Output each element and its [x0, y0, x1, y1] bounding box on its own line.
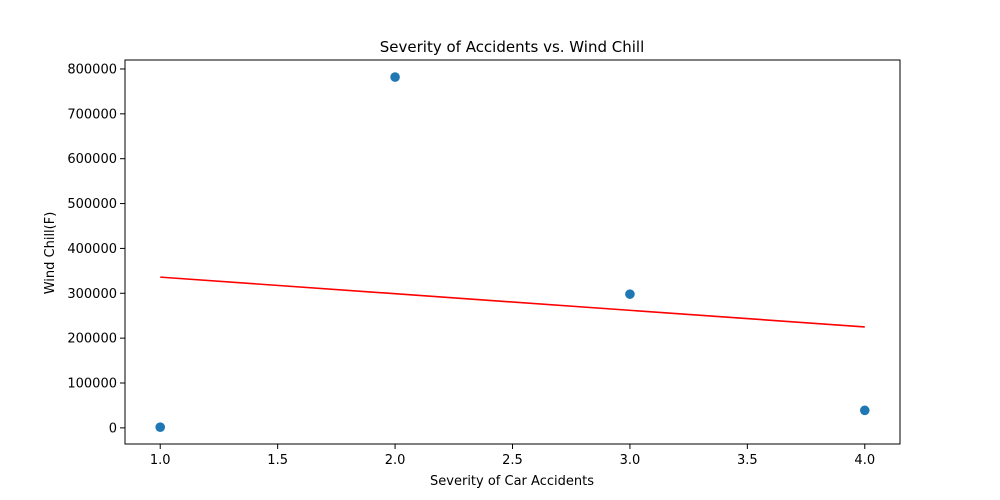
x-tick-label: 3.0 [620, 453, 641, 468]
y-tick-label: 100000 [67, 376, 117, 391]
scatter-point [390, 72, 400, 82]
x-tick-label: 1.0 [150, 453, 171, 468]
trend-line [160, 276, 865, 328]
y-tick-label: 0 [109, 421, 117, 436]
y-tick-label: 300000 [67, 287, 117, 302]
y-tick-label: 400000 [67, 242, 117, 257]
x-tick-label: 3.5 [737, 453, 758, 468]
scatter-point [155, 422, 166, 432]
y-tick-label: 700000 [67, 107, 117, 122]
y-axis-label: Wind Chill(F) [43, 212, 58, 295]
chart-title: Severity of Accidents vs. Wind Chill [380, 38, 645, 56]
scatter-point [625, 289, 635, 299]
x-tick-label: 2.5 [502, 453, 523, 468]
y-tick-label: 200000 [67, 332, 117, 347]
plot-frame [124, 59, 901, 445]
x-tick-label: 1.5 [267, 453, 288, 468]
y-axis: 0 100000 200000 300000 400000 500000 600000 700… [67, 62, 125, 436]
y-tick-label: 600000 [67, 152, 117, 167]
x-axis: 1.0 1.5 2.0 2.5 3.0 3.5 4.0 [150, 444, 875, 468]
plot-area [155, 72, 870, 432]
y-tick-label: 800000 [67, 62, 117, 77]
scatter-point [859, 405, 870, 416]
x-tick-label: 2.0 [385, 453, 406, 468]
x-axis-label: Severity of Car Accidents [430, 474, 594, 489]
y-tick-label: 500000 [67, 197, 117, 212]
x-tick-label: 4.0 [854, 453, 875, 468]
